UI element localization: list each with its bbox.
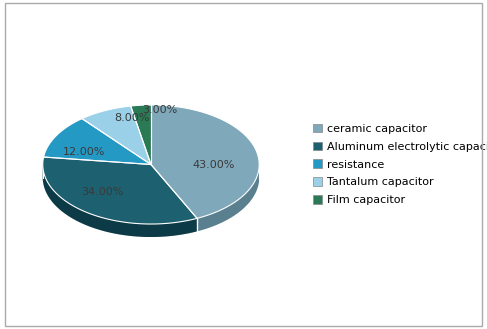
Polygon shape — [197, 166, 259, 231]
Polygon shape — [43, 157, 197, 224]
Text: 43.00%: 43.00% — [192, 160, 235, 169]
Text: 12.00%: 12.00% — [63, 146, 105, 157]
Polygon shape — [43, 165, 197, 237]
Text: 3.00%: 3.00% — [142, 105, 177, 115]
Text: 34.00%: 34.00% — [81, 187, 124, 196]
Polygon shape — [82, 106, 151, 164]
Polygon shape — [131, 105, 151, 164]
Legend: ceramic capacitor, Aluminum electrolytic capacitor, resistance, Tantalum capacit: ceramic capacitor, Aluminum electrolytic… — [308, 119, 487, 210]
Ellipse shape — [43, 118, 259, 237]
Polygon shape — [44, 119, 151, 164]
Polygon shape — [151, 105, 259, 218]
Text: 8.00%: 8.00% — [114, 113, 149, 123]
